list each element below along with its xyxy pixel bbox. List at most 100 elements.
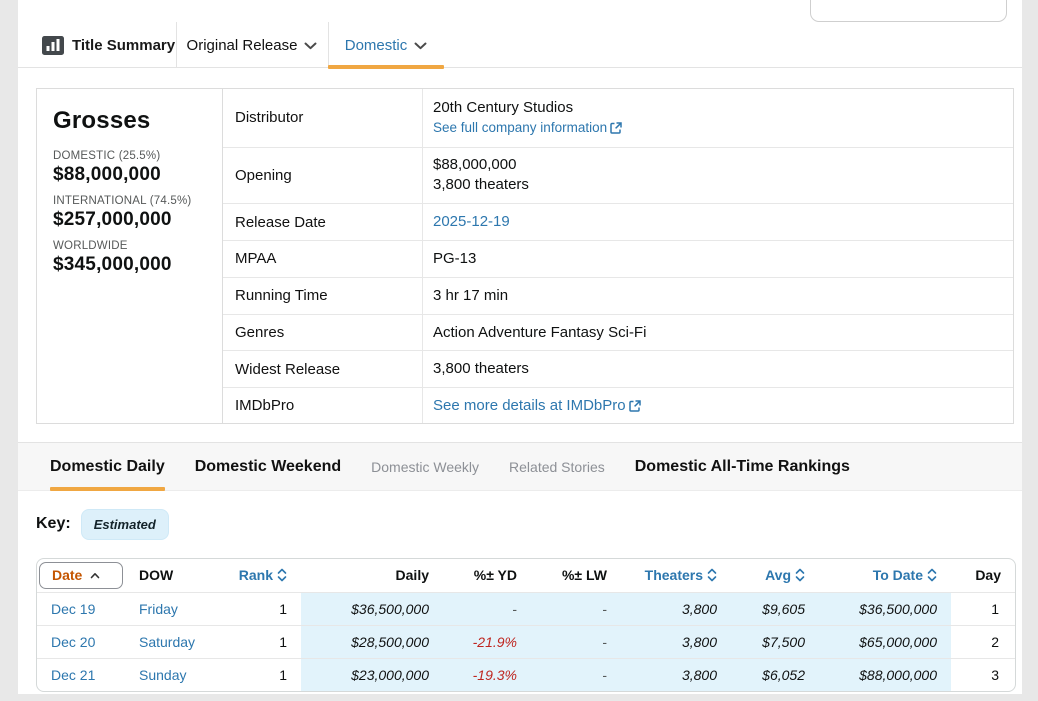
pct-lw-cell: - bbox=[531, 592, 621, 625]
day-header: Day bbox=[975, 567, 1001, 584]
pct-yd-header: %± YD bbox=[473, 567, 517, 584]
key-row: Key: Estimated bbox=[36, 506, 169, 542]
pct-lw-header: %± LW bbox=[561, 567, 607, 584]
tab-domestic-daily[interactable]: Domestic Daily bbox=[50, 457, 165, 475]
release-date-link[interactable]: 2025-12-19 bbox=[433, 213, 510, 231]
detail-label: Release Date bbox=[223, 204, 423, 241]
pct-yd-cell: -21.9% bbox=[443, 625, 531, 658]
avg-cell: $9,605 bbox=[731, 592, 819, 625]
page-card: Title Summary Original Release Domestic … bbox=[18, 0, 1022, 694]
date-sort-header[interactable]: Date bbox=[39, 561, 123, 589]
dow-link[interactable]: Friday bbox=[139, 600, 178, 617]
rank-cell: 1 bbox=[279, 600, 287, 617]
estimated-badge: Estimated bbox=[80, 508, 169, 540]
sort-updown-icon bbox=[277, 568, 287, 582]
date-link[interactable]: Dec 21 bbox=[51, 666, 96, 683]
table-row: Dec 19 Friday 1 $36,500,000 - - 3,800 $9… bbox=[37, 592, 1015, 625]
gross-value: $88,000,000 bbox=[53, 164, 161, 185]
detail-row-widest-release: Widest Release 3,800 theaters bbox=[223, 350, 1013, 388]
domestic-daily-table: Date DOW Rank Daily %± YD %± LW bbox=[36, 558, 1016, 692]
rank-cell: 1 bbox=[279, 633, 287, 650]
table-row: Dec 20 Saturday 1 $28,500,000 -21.9% - 3… bbox=[37, 625, 1015, 658]
chevron-down-icon bbox=[414, 42, 427, 50]
original-release-label: Original Release bbox=[186, 36, 298, 54]
opening-theaters: 3,800 theaters bbox=[433, 176, 529, 194]
sort-updown-icon bbox=[707, 568, 717, 582]
gross-label: DOMESTIC (25.5%) bbox=[53, 150, 161, 162]
detail-label: Running Time bbox=[223, 277, 423, 314]
original-release-dropdown[interactable]: Original Release bbox=[176, 22, 328, 68]
avg-cell: $7,500 bbox=[731, 625, 819, 658]
dow-link[interactable]: Sunday bbox=[139, 666, 187, 683]
company-info-link[interactable]: See full company information bbox=[433, 118, 1013, 138]
theaters-cell: 3,800 bbox=[621, 592, 731, 625]
tab-domestic-weekend[interactable]: Domestic Weekend bbox=[194, 457, 342, 475]
gross-domestic: DOMESTIC (25.5%) $88,000,000 bbox=[53, 150, 208, 186]
day-cell: 2 bbox=[991, 633, 999, 650]
detail-row-release-date: Release Date 2025-12-19 bbox=[223, 203, 1013, 241]
tab-related-stories[interactable]: Related Stories bbox=[509, 458, 605, 475]
grosses-panel: Grosses DOMESTIC (25.5%) $88,000,000 INT… bbox=[37, 89, 223, 423]
theaters-cell: 3,800 bbox=[621, 625, 731, 658]
caret-up-icon bbox=[91, 572, 100, 579]
tab-domestic-weekly[interactable]: Domestic Weekly bbox=[371, 458, 480, 475]
details-table: Distributor 20th Century Studios See ful… bbox=[223, 89, 1013, 423]
table-header-row: Date DOW Rank Daily %± YD %± LW bbox=[37, 559, 1015, 592]
active-tab-underline bbox=[50, 487, 165, 491]
detail-label: MPAA bbox=[223, 241, 423, 277]
chevron-down-icon bbox=[304, 42, 317, 50]
detail-row-opening: Opening $88,000,000 3,800 theaters bbox=[223, 146, 1013, 204]
sort-updown-icon bbox=[927, 568, 937, 582]
rank-cell: 1 bbox=[279, 666, 287, 683]
rank-sort-header[interactable]: Rank bbox=[213, 559, 301, 592]
imdbpro-link[interactable]: See more details at IMDbPro bbox=[433, 396, 1013, 416]
detail-label: Distributor bbox=[223, 89, 423, 147]
pct-lw-cell: - bbox=[531, 625, 621, 658]
daily-gross-cell: $23,000,000 bbox=[301, 658, 443, 691]
pct-yd-cell: - bbox=[443, 592, 531, 625]
date-link[interactable]: Dec 19 bbox=[51, 600, 96, 617]
daily-gross-cell: $36,500,000 bbox=[301, 592, 443, 625]
avg-cell: $6,052 bbox=[731, 658, 819, 691]
tab-domestic-all-time-rankings[interactable]: Domestic All-Time Rankings bbox=[634, 457, 850, 475]
search-box[interactable] bbox=[810, 0, 1007, 22]
gross-label: INTERNATIONAL (74.5%) bbox=[53, 195, 192, 207]
gross-value: $345,000,000 bbox=[53, 254, 172, 275]
daily-gross-cell: $28,500,000 bbox=[301, 625, 443, 658]
daily-header: Daily bbox=[395, 567, 429, 584]
theaters-sort-header[interactable]: Theaters bbox=[621, 559, 731, 592]
detail-label: IMDbPro bbox=[223, 388, 423, 423]
date-link[interactable]: Dec 20 bbox=[51, 633, 96, 650]
widest-release-value: 3,800 theaters bbox=[433, 360, 529, 378]
title-summary-nav[interactable]: Title Summary bbox=[42, 22, 175, 68]
theaters-cell: 3,800 bbox=[621, 658, 731, 691]
mpaa-value: PG-13 bbox=[433, 249, 477, 267]
top-nav: Title Summary Original Release Domestic bbox=[18, 0, 1022, 69]
key-label: Key: bbox=[36, 515, 71, 532]
gross-value: $257,000,000 bbox=[53, 209, 172, 230]
to-date-cell: $65,000,000 bbox=[819, 625, 951, 658]
grosses-heading: Grosses bbox=[53, 107, 151, 134]
selected-dropdown-underline bbox=[328, 65, 444, 69]
day-cell: 3 bbox=[991, 666, 999, 683]
dow-link[interactable]: Saturday bbox=[139, 633, 196, 650]
detail-row-distributor: Distributor 20th Century Studios See ful… bbox=[223, 89, 1013, 147]
pct-yd-cell: -19.3% bbox=[443, 658, 531, 691]
to-date-sort-header[interactable]: To Date bbox=[819, 559, 951, 592]
gross-worldwide: WORLDWIDE $345,000,000 bbox=[53, 240, 208, 276]
running-time-value: 3 hr 17 min bbox=[433, 286, 509, 304]
section-tabs: Domestic Daily Domestic Weekend Domestic… bbox=[18, 442, 1022, 491]
detail-label: Genres bbox=[223, 314, 423, 351]
gross-international: INTERNATIONAL (74.5%) $257,000,000 bbox=[53, 195, 208, 231]
detail-label: Widest Release bbox=[223, 351, 423, 388]
dow-header: DOW bbox=[139, 567, 174, 584]
opening-gross: $88,000,000 bbox=[433, 156, 517, 174]
avg-sort-header[interactable]: Avg bbox=[731, 559, 819, 592]
detail-row-imdbpro: IMDbPro See more details at IMDbPro bbox=[223, 387, 1013, 423]
title-summary-label: Title Summary bbox=[72, 36, 176, 54]
external-link-icon bbox=[628, 399, 641, 412]
distributor-value: 20th Century Studios bbox=[433, 98, 574, 116]
domestic-dropdown[interactable]: Domestic bbox=[328, 22, 444, 68]
day-cell: 1 bbox=[991, 600, 999, 617]
detail-row-mpaa: MPAA PG-13 bbox=[223, 240, 1013, 277]
